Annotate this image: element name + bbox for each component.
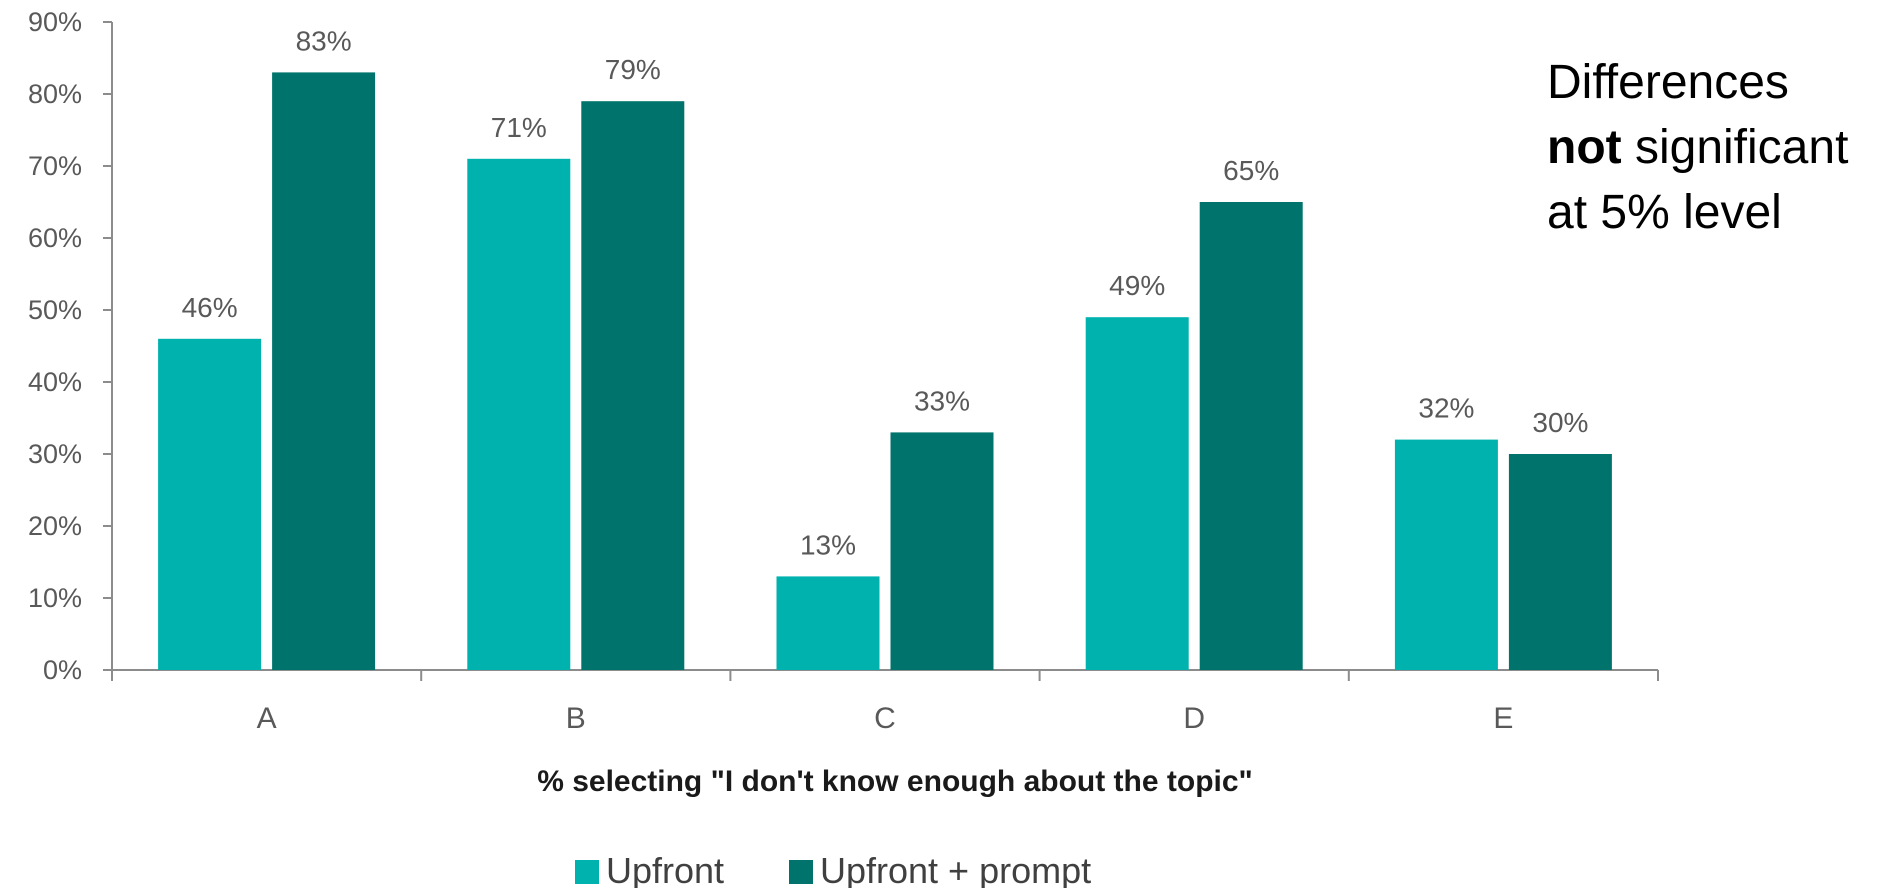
bar-upfront-prompt-a xyxy=(272,72,376,670)
bar-upfront-prompt-e xyxy=(1508,454,1612,670)
note-line-1: Differences xyxy=(1547,56,1789,109)
y-tick-label: 0% xyxy=(43,655,82,685)
data-label: 30% xyxy=(1532,407,1588,438)
bar-upfront-prompt-b xyxy=(581,101,685,670)
legend-label-upfront-prompt: Upfront + prompt xyxy=(820,850,1091,888)
bar-upfront-prompt-d xyxy=(1199,202,1303,670)
legend-swatch-upfront xyxy=(575,860,599,884)
x-category-label: A xyxy=(257,702,277,735)
x-category-label: D xyxy=(1183,702,1205,735)
data-label: 71% xyxy=(491,112,547,143)
note-line-3: at 5% level xyxy=(1547,186,1782,239)
data-label: 49% xyxy=(1109,270,1165,301)
data-label: 46% xyxy=(182,292,238,323)
bar-upfront-a xyxy=(158,338,262,670)
bar-upfront-e xyxy=(1394,439,1498,670)
bar-upfront-d xyxy=(1085,317,1189,670)
y-tick-label: 70% xyxy=(28,151,82,181)
y-tick-label: 60% xyxy=(28,223,82,253)
data-label: 32% xyxy=(1418,393,1474,424)
y-tick-label: 20% xyxy=(28,511,82,541)
x-category-label: E xyxy=(1493,702,1513,735)
y-tick-label: 10% xyxy=(28,583,82,613)
data-label: 83% xyxy=(296,25,352,56)
legend-swatch-upfront-prompt xyxy=(789,860,813,884)
y-tick-label: 50% xyxy=(28,295,82,325)
y-tick-label: 90% xyxy=(28,7,82,37)
x-category-label: C xyxy=(874,702,896,735)
data-label: 33% xyxy=(914,385,970,416)
y-tick-label: 30% xyxy=(28,439,82,469)
data-label: 13% xyxy=(800,529,856,560)
legend-label-upfront: Upfront xyxy=(606,850,724,888)
significance-note: Differences not significant at 5% level xyxy=(1547,50,1892,245)
y-tick-label: 40% xyxy=(28,367,82,397)
bar-upfront-c xyxy=(776,576,880,670)
y-tick-label: 80% xyxy=(28,79,82,109)
x-axis-title: % selecting "I don't know enough about t… xyxy=(537,765,1253,798)
note-line-2-rest: significant xyxy=(1621,121,1849,174)
note-emphasis: not xyxy=(1547,121,1622,174)
data-label: 79% xyxy=(605,54,661,85)
note-line-2: not significant xyxy=(1547,115,1892,180)
data-label: 65% xyxy=(1223,155,1279,186)
bar-upfront-prompt-c xyxy=(890,432,994,670)
x-category-label: B xyxy=(566,702,586,735)
bar-upfront-b xyxy=(467,158,571,671)
